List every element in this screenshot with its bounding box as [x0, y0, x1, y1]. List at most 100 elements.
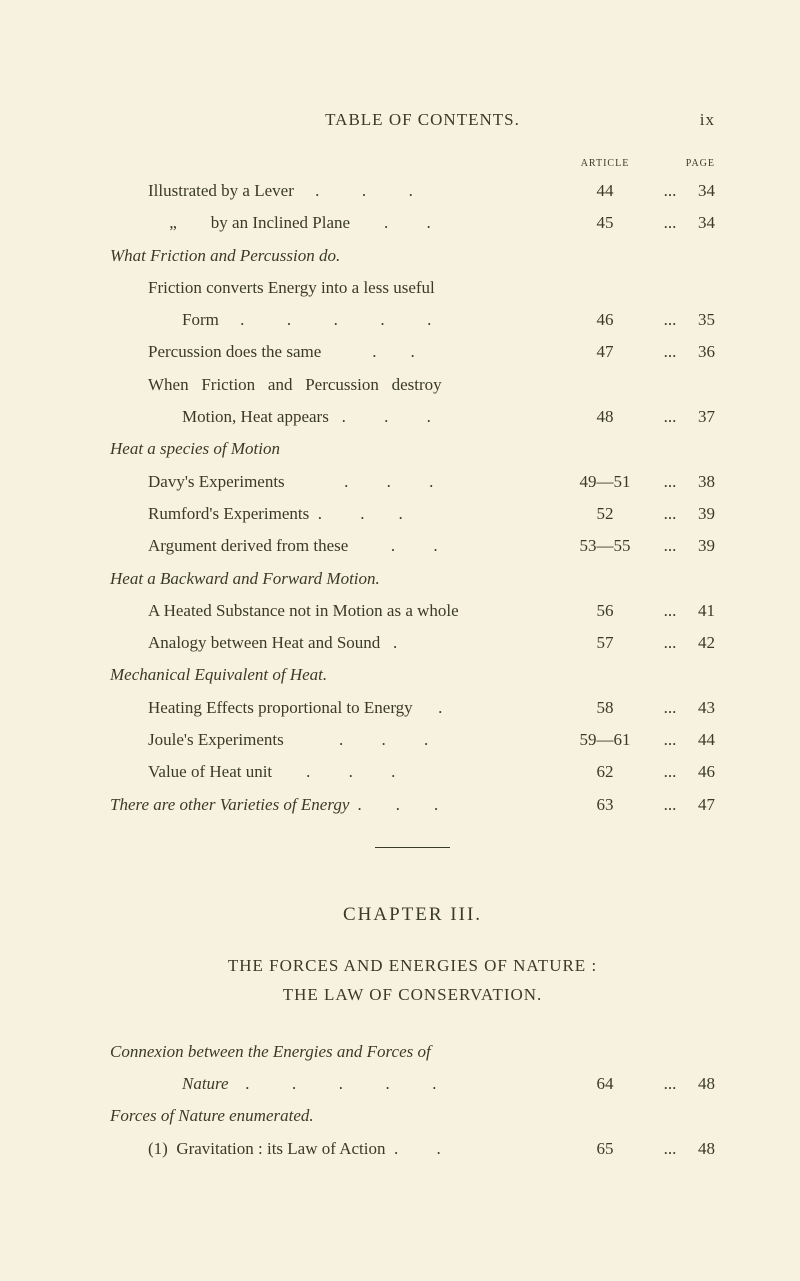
toc-entry: Heating Effects proportional to Energy .…	[110, 692, 715, 724]
toc-entry: „ by an Inclined Plane . . 45 ... 34	[110, 207, 715, 239]
entry-page: 34	[685, 207, 715, 239]
entry-page: 37	[685, 401, 715, 433]
entry-page: 46	[685, 756, 715, 788]
section-heading: Heat a Backward and Forward Motion.	[110, 563, 715, 595]
entry-article: 59—61	[555, 724, 655, 756]
entry-dots: ...	[655, 304, 685, 336]
entry-dots: ...	[655, 1133, 685, 1165]
entry-page: 41	[685, 595, 715, 627]
article-header: ARTICLE	[555, 158, 655, 169]
toc-entry: When Friction and Percussion destroy	[110, 369, 715, 401]
chapter-subtitle: THE FORCES AND ENERGIES OF NATURE : THE …	[110, 952, 715, 1010]
entry-dots: ...	[655, 466, 685, 498]
entry-article: 46	[555, 304, 655, 336]
entry-label: Illustrated by a Lever . . .	[110, 175, 555, 207]
toc-entry: Percussion does the same . . 47 ... 36	[110, 336, 715, 368]
entry-article: 44	[555, 175, 655, 207]
entry-label: (1) Gravitation : its Law of Action . .	[110, 1133, 555, 1165]
entry-article: 64	[555, 1068, 655, 1100]
running-head: TABLE OF CONTENTS. ix	[110, 110, 715, 130]
toc-entry: Value of Heat unit . . . 62 ... 46	[110, 756, 715, 788]
entry-dots: ...	[655, 336, 685, 368]
entry-page: 38	[685, 466, 715, 498]
entry-label: Motion, Heat appears . . .	[110, 401, 555, 433]
entry-article: 47	[555, 336, 655, 368]
section-heading: Forces of Nature enumerated.	[110, 1100, 715, 1132]
entry-dots: ...	[655, 498, 685, 530]
entry-article: 49—51	[555, 466, 655, 498]
entry-page: 42	[685, 627, 715, 659]
toc-entry: A Heated Substance not in Motion as a wh…	[110, 595, 715, 627]
section-heading: What Friction and Percussion do.	[110, 240, 715, 272]
toc-entry: Friction converts Energy into a less use…	[110, 272, 715, 304]
entry-label: Analogy between Heat and Sound .	[110, 627, 555, 659]
entry-page: 39	[685, 498, 715, 530]
entry-dots: ...	[655, 207, 685, 239]
toc-entry: Form . . . . . 46 ... 35	[110, 304, 715, 336]
page-header: PAGE	[655, 158, 715, 169]
entry-article: 52	[555, 498, 655, 530]
entry-article: 62	[555, 756, 655, 788]
chapter-title: CHAPTER III.	[110, 904, 715, 926]
entry-label: Friction converts Energy into a less use…	[110, 272, 555, 304]
entry-article: 45	[555, 207, 655, 239]
toc-entry: Analogy between Heat and Sound . 57 ... …	[110, 627, 715, 659]
page-content: TABLE OF CONTENTS. ix ARTICLE PAGE Illus…	[0, 0, 800, 1225]
entry-dots: ...	[655, 789, 685, 821]
entry-article: 53—55	[555, 530, 655, 562]
toc-entry: Nature . . . . . 64 ... 48	[110, 1068, 715, 1100]
entry-label: Value of Heat unit . . .	[110, 756, 555, 788]
section-heading: Connexion between the Energies and Force…	[110, 1036, 715, 1068]
toc-entry: Argument derived from these . . 53—55 ..…	[110, 530, 715, 562]
divider-rule	[375, 847, 450, 848]
toc-entry: Rumford's Experiments . . . 52 ... 39	[110, 498, 715, 530]
entry-label: Joule's Experiments . . .	[110, 724, 555, 756]
entry-label: Davy's Experiments . . .	[110, 466, 555, 498]
entry-dots: ...	[655, 756, 685, 788]
entry-page: 48	[685, 1068, 715, 1100]
entry-article: 65	[555, 1133, 655, 1165]
running-title: TABLE OF CONTENTS.	[110, 110, 675, 130]
chapter-sub-line: THE FORCES AND ENERGIES OF NATURE :	[228, 956, 597, 975]
entry-dots: ...	[655, 595, 685, 627]
toc-entry: Davy's Experiments . . . 49—51 ... 38	[110, 466, 715, 498]
entry-label: A Heated Substance not in Motion as a wh…	[110, 595, 555, 627]
entry-page: 44	[685, 724, 715, 756]
folio: ix	[675, 110, 715, 130]
entry-page: 34	[685, 175, 715, 207]
section-heading: Heat a species of Motion	[110, 433, 715, 465]
entry-page: 39	[685, 530, 715, 562]
entry-label: There are other Varieties of Energy . . …	[110, 789, 555, 821]
entry-dots: ...	[655, 530, 685, 562]
entry-page: 35	[685, 304, 715, 336]
entry-label: Heating Effects proportional to Energy .	[110, 692, 555, 724]
entry-dots: ...	[655, 627, 685, 659]
entry-label: Argument derived from these . .	[110, 530, 555, 562]
entry-dots: ...	[655, 692, 685, 724]
entry-dots: ...	[655, 1068, 685, 1100]
toc-entry: There are other Varieties of Energy . . …	[110, 789, 715, 821]
entry-dots: ...	[655, 401, 685, 433]
entry-page: 43	[685, 692, 715, 724]
entry-page: 48	[685, 1133, 715, 1165]
chapter-sub-line: THE LAW OF CONSERVATION.	[283, 985, 543, 1004]
entry-label: „ by an Inclined Plane . .	[110, 207, 555, 239]
toc-entry: (1) Gravitation : its Law of Action . . …	[110, 1133, 715, 1165]
toc-entry: Joule's Experiments . . . 59—61 ... 44	[110, 724, 715, 756]
entry-article: 57	[555, 627, 655, 659]
entry-page: 36	[685, 336, 715, 368]
entry-article: 63	[555, 789, 655, 821]
entry-label: When Friction and Percussion destroy	[110, 369, 555, 401]
entry-dots: ...	[655, 175, 685, 207]
toc-entry: Illustrated by a Lever . . . 44 ... 34	[110, 175, 715, 207]
entry-page: 47	[685, 789, 715, 821]
entry-label: Rumford's Experiments . . .	[110, 498, 555, 530]
section-heading: Mechanical Equivalent of Heat.	[110, 659, 715, 691]
column-headers: ARTICLE PAGE	[110, 158, 715, 169]
entry-label: Percussion does the same . .	[110, 336, 555, 368]
entry-dots: ...	[655, 724, 685, 756]
toc-entry: Motion, Heat appears . . . 48 ... 37	[110, 401, 715, 433]
entry-article: 56	[555, 595, 655, 627]
entry-label: Form . . . . .	[110, 304, 555, 336]
entry-label: Nature . . . . .	[110, 1068, 555, 1100]
